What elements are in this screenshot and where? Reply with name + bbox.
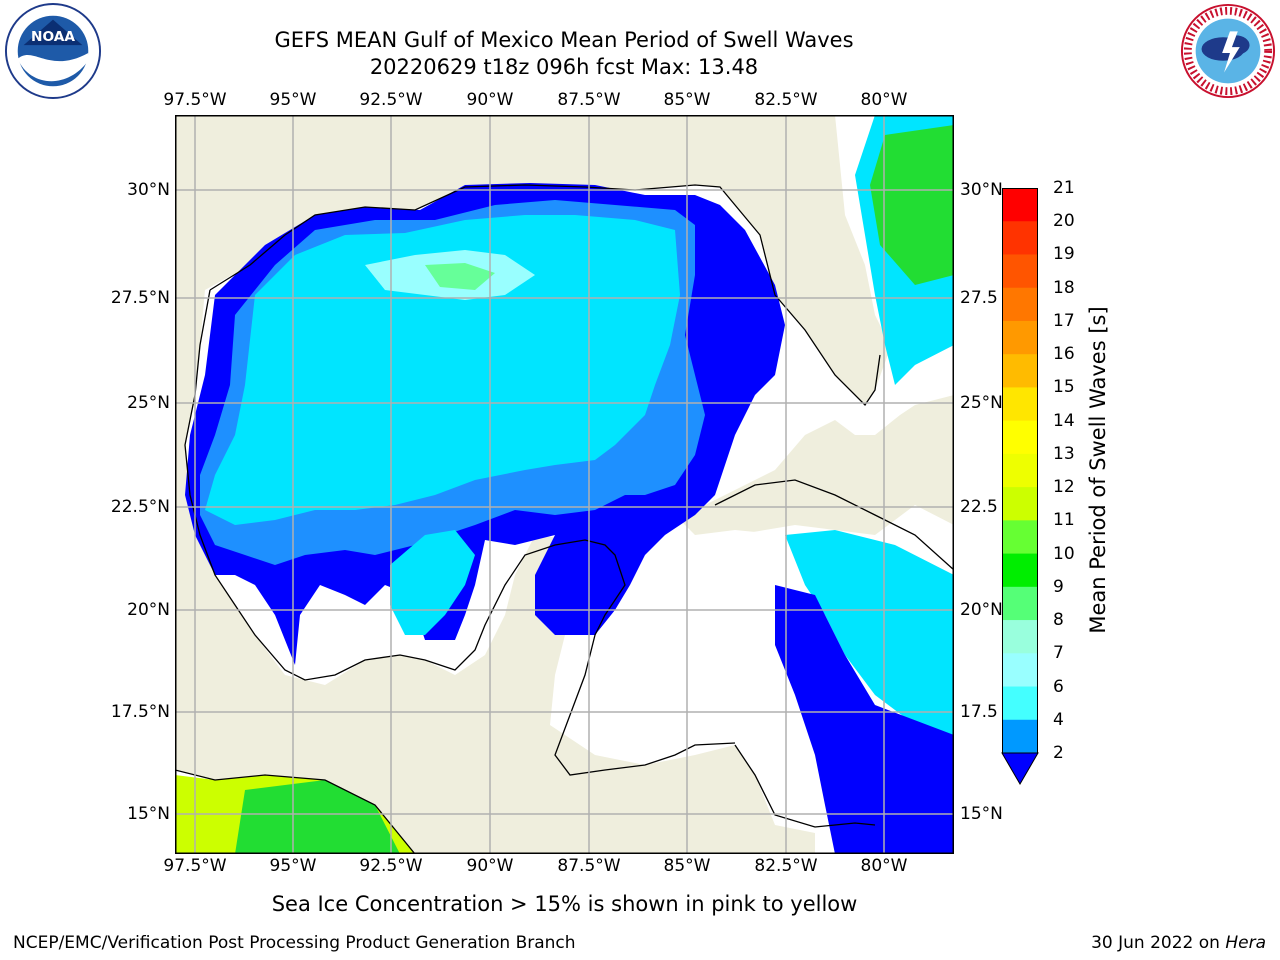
lon-label-top: 90°W — [466, 90, 514, 110]
coastline-cuba — [714, 479, 954, 571]
swell-field-caribbean-deep — [775, 585, 954, 854]
colorbar-tick-label: 17 — [1053, 310, 1075, 331]
map-panel — [175, 115, 954, 854]
lon-label-top: 97.5°W — [163, 90, 227, 110]
footer-credit: NCEP/EMC/Verification Post Processing Pr… — [13, 933, 576, 953]
colorbar-underflow-triangle — [1001, 752, 1039, 785]
colorbar-tick-label: 4 — [1053, 709, 1064, 730]
swell-field-9-10s — [425, 263, 495, 290]
lat-label-right: 25°N — [960, 393, 1003, 413]
svg-text:NOAA: NOAA — [31, 29, 75, 45]
lat-label-left: 15°N — [127, 804, 170, 824]
lon-label-top: 87.5°W — [557, 90, 621, 110]
lon-label-top: 82.5°W — [754, 90, 818, 110]
lon-label-bottom: 85°W — [663, 856, 711, 876]
lat-label-right: 20°N — [960, 600, 1003, 620]
colorbar-band — [1002, 387, 1038, 422]
swell-field-atlantic-green — [870, 125, 954, 285]
coastline-pacific — [175, 769, 416, 854]
lon-label-bottom: 97.5°W — [163, 856, 227, 876]
colorbar-tick-label: 16 — [1053, 344, 1075, 365]
colorbar-band — [1002, 586, 1038, 621]
lat-label-left: 25°N — [127, 393, 170, 413]
lon-label-top: 92.5°W — [359, 90, 423, 110]
colorbar-tick-label: 18 — [1053, 277, 1075, 298]
colorbar-tick-label: 2 — [1053, 743, 1064, 763]
lon-label-bottom: 95°W — [269, 856, 317, 876]
lat-label-left: 20°N — [127, 600, 170, 620]
coastline-gulf — [209, 184, 881, 407]
graticule — [175, 115, 954, 854]
coastline-mexico — [184, 289, 736, 776]
lat-label-left: 17.5°N — [110, 702, 170, 722]
lon-label-bottom: 82.5°W — [754, 856, 818, 876]
lat-label-left: 22.5°N — [110, 497, 170, 517]
lon-label-top: 95°W — [269, 90, 317, 110]
lon-label-top: 85°W — [663, 90, 711, 110]
colorbar-band — [1002, 620, 1038, 654]
colorbar-tick-label: 13 — [1053, 443, 1075, 464]
colorbar-band — [1002, 188, 1038, 222]
colorbar-band — [1002, 553, 1038, 588]
colorbar-band — [1002, 653, 1038, 688]
nws-logo — [1180, 3, 1276, 99]
lat-label-right: 27.5 — [960, 288, 998, 308]
lon-label-bottom: 87.5°W — [557, 856, 621, 876]
colorbar-tick-label: 9 — [1053, 576, 1064, 597]
colorbar-tick-label: 11 — [1053, 510, 1075, 531]
lat-label-right: 17.5 — [960, 702, 998, 722]
colorbar-tick-label: 10 — [1053, 543, 1075, 564]
sea-ice-note: Sea Ice Concentration > 15% is shown in … — [271, 892, 858, 916]
colorbar-band — [1002, 420, 1038, 455]
colorbar-band — [1002, 686, 1038, 721]
colorbar-tick-label: 19 — [1053, 244, 1075, 265]
lat-label-left: 27.5°N — [110, 288, 170, 308]
colorbar-tick-label: 20 — [1053, 211, 1075, 232]
colorbar-frame — [1002, 188, 1038, 754]
lon-label-bottom: 80°W — [860, 856, 908, 876]
lon-label-top: 80°W — [860, 90, 908, 110]
swell-field-6-8s-south — [390, 530, 475, 635]
swell-field-pacific-green — [235, 780, 400, 854]
map-frame — [175, 115, 954, 854]
lat-label-right: 30°N — [960, 180, 1003, 200]
colorbar-tick-label: 7 — [1053, 643, 1064, 664]
swell-field-caribbean — [785, 530, 954, 735]
colorbar-tick-label: 15 — [1053, 377, 1075, 398]
colorbar-tick-label: 8 — [1053, 610, 1064, 631]
coastline-central-america — [734, 744, 876, 828]
colorbar-band — [1002, 520, 1038, 555]
swell-field-6-8s — [205, 215, 680, 525]
colorbar-label: Mean Period of Swell Waves [s] — [1086, 306, 1110, 634]
colorbar-tick-label: 14 — [1053, 410, 1075, 431]
colorbar-band — [1002, 354, 1038, 389]
colorbar-tick-label: 6 — [1053, 676, 1064, 697]
lat-label-right: 15°N — [960, 804, 1003, 824]
colorbar-band — [1002, 254, 1038, 289]
footer-host: Hera — [1225, 933, 1266, 953]
colorbar-tick-label: 12 — [1053, 477, 1075, 498]
footer-date: 30 Jun 2022 on Hera — [1091, 933, 1266, 953]
map-title: GEFS MEAN Gulf of Mexico Mean Period of … — [274, 28, 854, 52]
colorbar-band — [1002, 719, 1038, 754]
lat-label-right: 22.5 — [960, 497, 998, 517]
colorbar-band — [1002, 221, 1038, 256]
map-subtitle: 20220629 t18z 096h fcst Max: 13.48 — [369, 55, 759, 79]
lat-label-left: 30°N — [127, 180, 170, 200]
colorbar-band — [1002, 287, 1038, 322]
colorbar-band — [1002, 487, 1038, 521]
colorbar-band — [1002, 453, 1038, 488]
lon-label-bottom: 92.5°W — [359, 856, 423, 876]
noaa-logo: NOAA — [4, 2, 102, 100]
colorbar-tick-label: 21 — [1053, 178, 1075, 198]
colorbar-band — [1002, 320, 1038, 355]
lon-label-bottom: 90°W — [466, 856, 514, 876]
colorbar — [1001, 188, 1039, 785]
